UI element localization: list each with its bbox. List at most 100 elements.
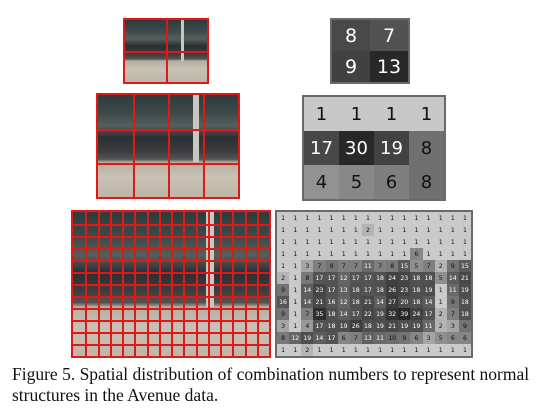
matrix-cell: 1	[289, 248, 302, 260]
grid-line-horizontal	[73, 296, 269, 298]
matrix-cell: 1	[398, 344, 411, 356]
matrix-cell: 1	[325, 212, 338, 224]
matrix-cell: 1	[277, 224, 290, 236]
matrix-cell: 1	[277, 212, 290, 224]
matrix-cell: 1	[289, 224, 302, 236]
matrix-cell: 11	[422, 320, 435, 332]
matrix-cell: 3	[277, 320, 290, 332]
matrix-cell: 1	[458, 236, 471, 248]
matrix-cell: 9	[332, 51, 370, 82]
matrix-cell: 10	[386, 332, 399, 344]
matrix-cell: 9	[446, 296, 459, 308]
grid-line-horizontal	[73, 320, 269, 322]
matrix-cell: 1	[277, 344, 290, 356]
grid-line-horizontal	[98, 162, 238, 165]
matrix-cell: 18	[410, 272, 423, 284]
matrix-cell: 1	[409, 97, 444, 131]
matrix-cell: 6	[410, 332, 423, 344]
matrix-cell: 1	[446, 236, 459, 248]
matrix-cell: 19	[301, 332, 314, 344]
matrix-cell: 8	[409, 165, 444, 199]
matrix-cell: 1	[434, 224, 447, 236]
matrix-cell: 1	[337, 212, 350, 224]
matrix-cell: 18	[374, 284, 387, 296]
matrix-cell: 7	[313, 260, 326, 272]
grid-line-vertical	[133, 95, 135, 197]
matrix-cell: 21	[386, 320, 399, 332]
matrix-cell: 2	[434, 260, 447, 272]
matrix-cell: 1	[398, 248, 411, 260]
matrix-cell: 1	[374, 248, 387, 260]
count-matrix-4x3: 1 1 1 1 17 30 19 8 4 5 6 8	[302, 95, 446, 201]
matrix-cell: 18	[361, 320, 374, 332]
matrix-cell: 1	[301, 212, 314, 224]
matrix-cell: 1	[434, 248, 447, 260]
matrix-cell: 17	[304, 131, 339, 165]
grid-line-horizontal	[73, 308, 269, 310]
matrix-cell: 24	[410, 308, 423, 320]
matrix-cell: 11	[374, 332, 387, 344]
matrix-cell: 1	[349, 344, 362, 356]
pillar-shape	[193, 95, 199, 163]
matrix-cell: 1	[386, 248, 399, 260]
matrix-cell: 32	[386, 308, 399, 320]
matrix-cell: 1	[361, 344, 374, 356]
matrix-cell: 13	[370, 51, 408, 82]
matrix-cell: 17	[422, 308, 435, 320]
matrix-cell: 6	[410, 248, 423, 260]
matrix-cell: 17	[361, 284, 374, 296]
matrix-cell: 1	[289, 212, 302, 224]
matrix-cell: 14	[337, 308, 350, 320]
matrix-cell: 1	[313, 236, 326, 248]
matrix-cell: 17	[325, 272, 338, 284]
matrix-cell: 3	[446, 320, 459, 332]
grid-overlay	[98, 95, 238, 197]
matrix-cell: 1	[337, 248, 350, 260]
matrix-cell: 12	[337, 296, 350, 308]
grid-line-horizontal	[98, 128, 238, 131]
matrix-cell: 1	[446, 344, 459, 356]
matrix-cell: 1	[289, 272, 302, 284]
matrix-cell: 1	[434, 296, 447, 308]
matrix-cell: 1	[289, 236, 302, 248]
matrix-cell: 1	[374, 236, 387, 248]
matrix-cell: 1	[410, 224, 423, 236]
matrix-cell: 2	[301, 344, 314, 356]
matrix-cell: 1	[289, 320, 302, 332]
figure-caption: Figure 5. Spatial distribution of combin…	[12, 364, 530, 405]
matrix-cell: 1	[339, 97, 374, 131]
matrix-cell: 18	[410, 284, 423, 296]
matrix-cell: 1	[374, 212, 387, 224]
matrix-cell: 1	[386, 236, 399, 248]
matrix-cell: 1	[301, 224, 314, 236]
matrix-cell: 1	[313, 224, 326, 236]
matrix-cell: 22	[361, 308, 374, 320]
matrix-cell: 16	[325, 296, 338, 308]
pillar-shape	[180, 20, 185, 61]
matrix-cell: 1	[446, 212, 459, 224]
matrix-cell: 17	[361, 272, 374, 284]
matrix-cell: 1	[446, 248, 459, 260]
matrix-cell: 3	[422, 332, 435, 344]
matrix-cell: 1	[398, 212, 411, 224]
avenue-frame-4x3	[96, 93, 240, 199]
matrix-cell: 26	[386, 284, 399, 296]
matrix-cell: 1	[337, 236, 350, 248]
matrix-cell: 1	[434, 212, 447, 224]
grid-overlay	[125, 20, 207, 82]
matrix-cell: 1	[458, 224, 471, 236]
matrix-cell: 1	[434, 344, 447, 356]
matrix-cell: 1	[337, 344, 350, 356]
matrix-cell: 23	[398, 272, 411, 284]
matrix-cell: 1	[410, 344, 423, 356]
matrix-cell: 19	[374, 320, 387, 332]
matrix-cell: 26	[349, 320, 362, 332]
matrix-cell: 4	[304, 165, 339, 199]
matrix-cell: 1	[325, 236, 338, 248]
matrix-cell: 1	[458, 344, 471, 356]
matrix-cell: 1	[434, 284, 447, 296]
matrix-cell: 6	[458, 332, 471, 344]
matrix-cell: 3	[301, 260, 314, 272]
matrix-cell: 1	[422, 344, 435, 356]
